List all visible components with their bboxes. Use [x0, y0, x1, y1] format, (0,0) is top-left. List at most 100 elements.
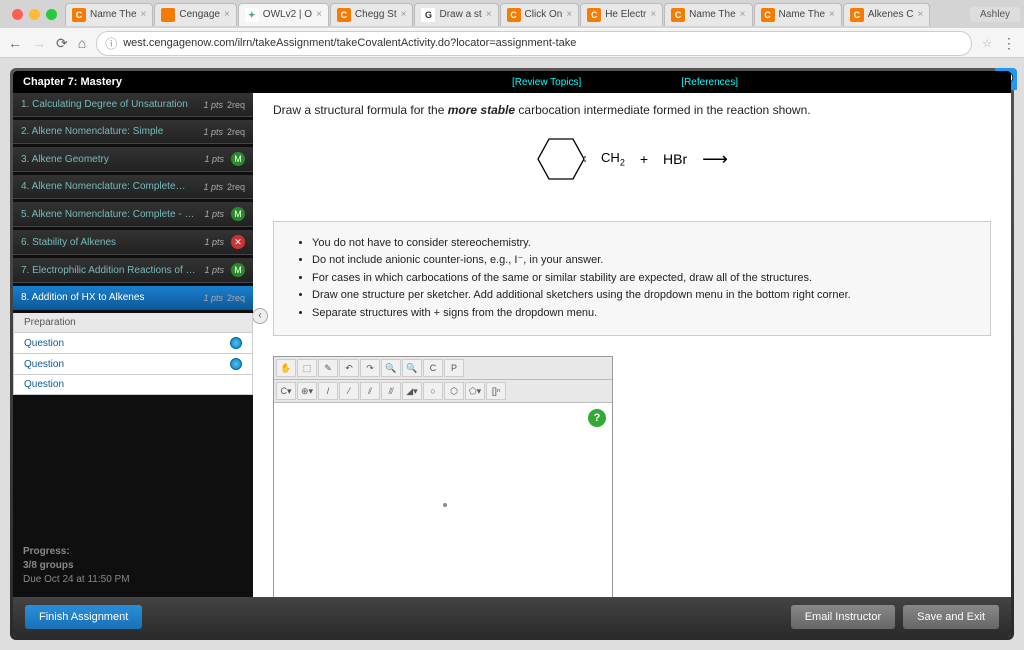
finish-assignment-button[interactable]: Finish Assignment — [25, 605, 142, 629]
sidebar-subitem: Preparation — [13, 313, 253, 333]
browser-tab[interactable]: CHe Electr× — [580, 3, 663, 26]
tab-close-icon[interactable]: × — [740, 9, 746, 20]
browser-tab[interactable]: CName The× — [664, 3, 752, 26]
browser-tab[interactable]: CClick On× — [500, 3, 580, 26]
back-icon[interactable]: ← — [8, 35, 22, 51]
browser-tab[interactable]: CName The× — [754, 3, 842, 26]
bookmark-icon[interactable]: ☆ — [982, 37, 992, 50]
chem-sketcher[interactable]: ✋ ⬚ ✎ ↶ ↷ 🔍 🔍 C P C▾ ⊕▾ / ⁄ — [273, 356, 613, 597]
tab-favicon-icon — [161, 8, 175, 22]
main-content: ‹ Draw a structural formula for the more… — [253, 93, 1011, 597]
status-badge: M — [231, 207, 245, 221]
tool-charge-icon[interactable]: ⊕▾ — [297, 382, 317, 400]
sidebar-item[interactable]: 3. Alkene Geometry1 ptsM — [13, 147, 253, 172]
instructions-box: You do not have to consider stereochemis… — [273, 221, 991, 336]
status-badge: M — [231, 263, 245, 277]
maximize-window[interactable] — [46, 9, 57, 20]
sidebar-subitem[interactable]: Question — [13, 354, 253, 375]
instruction-item: You do not have to consider stereochemis… — [312, 236, 970, 251]
home-icon[interactable]: ⌂ — [78, 35, 86, 51]
tool-wedge-icon[interactable]: ◢▾ — [402, 382, 422, 400]
tool-paste-icon[interactable]: P — [444, 359, 464, 377]
browser-tab[interactable]: GDraw a st× — [414, 3, 498, 26]
instruction-item: Do not include anionic counter-ions, e.g… — [312, 253, 970, 268]
tool-zoomin-icon[interactable]: 🔍 — [381, 359, 401, 377]
reload-icon[interactable]: ⟳ — [56, 35, 68, 52]
tool-ring1-icon[interactable]: ○ — [423, 382, 443, 400]
forward-icon[interactable]: → — [32, 35, 46, 51]
user-badge[interactable]: Ashley — [970, 7, 1020, 22]
window-controls[interactable] — [4, 9, 65, 20]
instruction-item: Separate structures with + signs from th… — [312, 306, 970, 321]
app-frame: 💬 Chapter 7: Mastery [Review Topics] [Re… — [10, 68, 1014, 640]
email-instructor-button[interactable]: Email Instructor — [791, 605, 895, 629]
sidebar-item[interactable]: 5. Alkene Nomenclature: Complete - …1 pt… — [13, 202, 253, 227]
browser-tab[interactable]: ✦OWLv2 | O× — [238, 3, 329, 26]
tab-favicon-icon: G — [421, 8, 435, 22]
browser-tab[interactable]: CChegg St× — [330, 3, 414, 26]
browser-chrome: CName The×Cengage×✦OWLv2 | O×CChegg St×G… — [0, 0, 1024, 58]
sketcher-toolbar-1: ✋ ⬚ ✎ ↶ ↷ 🔍 🔍 C P — [274, 357, 612, 380]
tab-close-icon[interactable]: × — [486, 9, 492, 20]
sidebar-subitem[interactable]: Question — [13, 375, 253, 395]
footer-bar: Finish Assignment Email Instructor Save … — [13, 597, 1011, 637]
collapse-sidebar-icon[interactable]: ‹ — [253, 308, 268, 324]
progress-block: Progress: 3/8 groups Due Oct 24 at 11:50… — [13, 535, 253, 597]
tab-favicon-icon: C — [587, 8, 601, 22]
tab-close-icon[interactable]: × — [917, 9, 923, 20]
menu-icon[interactable]: ⋮ — [1002, 35, 1016, 52]
sidebar-subitem[interactable]: Question — [13, 333, 253, 354]
sidebar-item[interactable]: 4. Alkene Nomenclature: Complete…1 pts2r… — [13, 175, 253, 199]
sketcher-help-icon[interactable]: ? — [588, 409, 606, 427]
tab-close-icon[interactable]: × — [316, 9, 322, 20]
tool-bond3-icon[interactable]: ⫽ — [360, 382, 380, 400]
tool-bond-icon[interactable]: / — [318, 382, 338, 400]
tab-close-icon[interactable]: × — [829, 9, 835, 20]
question-prompt: Draw a structural formula for the more s… — [273, 103, 991, 117]
tool-ring2-icon[interactable]: ⬡ — [444, 382, 464, 400]
tool-undo-icon[interactable]: ↶ — [339, 359, 359, 377]
sketcher-canvas[interactable]: ? — [274, 403, 612, 597]
browser-tab[interactable]: CAlkenes C× — [843, 3, 930, 26]
tab-close-icon[interactable]: × — [141, 9, 147, 20]
tool-zoomout-icon[interactable]: 🔍 — [402, 359, 422, 377]
tool-bond4-icon[interactable]: ⫻ — [381, 382, 401, 400]
status-dot-icon — [230, 337, 242, 349]
tool-c-icon[interactable]: C▾ — [276, 382, 296, 400]
ch2-label: CH2 — [601, 150, 625, 168]
tab-favicon-icon: C — [671, 8, 685, 22]
browser-tab[interactable]: CName The× — [65, 3, 153, 26]
sidebar-item[interactable]: 8. Addition of HX to Alkenes1 pts2req — [13, 286, 253, 310]
info-icon[interactable]: ⓘ — [105, 35, 117, 52]
minimize-window[interactable] — [29, 9, 40, 20]
url-bar[interactable]: ⓘ west.cengagenow.com/ilrn/takeAssignmen… — [96, 31, 972, 56]
status-badge: ✕ — [231, 235, 245, 249]
tab-close-icon[interactable]: × — [224, 9, 230, 20]
sidebar-item[interactable]: 2. Alkene Nomenclature: Simple1 pts2req — [13, 120, 253, 144]
tool-redo-icon[interactable]: ↷ — [360, 359, 380, 377]
sidebar-item[interactable]: 6. Stability of Alkenes1 pts✕ — [13, 230, 253, 255]
sidebar: 1. Calculating Degree of Unsaturation1 p… — [13, 93, 253, 597]
tool-pencil-icon[interactable]: ✎ — [318, 359, 338, 377]
sketcher-toolbar-2: C▾ ⊕▾ / ⁄ ⫽ ⫻ ◢▾ ○ ⬡ ⬠▾ []ⁿ — [274, 380, 612, 403]
sidebar-item[interactable]: 1. Calculating Degree of Unsaturation1 p… — [13, 93, 253, 117]
browser-tab[interactable]: Cengage× — [154, 3, 236, 26]
tool-copy-icon[interactable]: C — [423, 359, 443, 377]
save-exit-button[interactable]: Save and Exit — [903, 605, 999, 629]
tool-erase-icon[interactable]: ⬚ — [297, 359, 317, 377]
tab-favicon-icon: C — [507, 8, 521, 22]
tab-close-icon[interactable]: × — [650, 9, 656, 20]
sidebar-item[interactable]: 7. Electrophilic Addition Reactions of …… — [13, 258, 253, 283]
close-window[interactable] — [12, 9, 23, 20]
tool-bond2-icon[interactable]: ⁄ — [339, 382, 359, 400]
instruction-item: Draw one structure per sketcher. Add add… — [312, 288, 970, 303]
references-link[interactable]: [References] — [681, 77, 738, 88]
tool-ring3-icon[interactable]: ⬠▾ — [465, 382, 485, 400]
arrow-icon: ⟶ — [702, 149, 728, 170]
tab-close-icon[interactable]: × — [566, 9, 572, 20]
review-topics-link[interactable]: [Review Topics] — [512, 77, 581, 88]
tool-bracket-icon[interactable]: []ⁿ — [486, 382, 506, 400]
tab-close-icon[interactable]: × — [401, 9, 407, 20]
tool-hand-icon[interactable]: ✋ — [276, 359, 296, 377]
reaction-diagram: CH2 + HBr ⟶ — [273, 127, 991, 211]
